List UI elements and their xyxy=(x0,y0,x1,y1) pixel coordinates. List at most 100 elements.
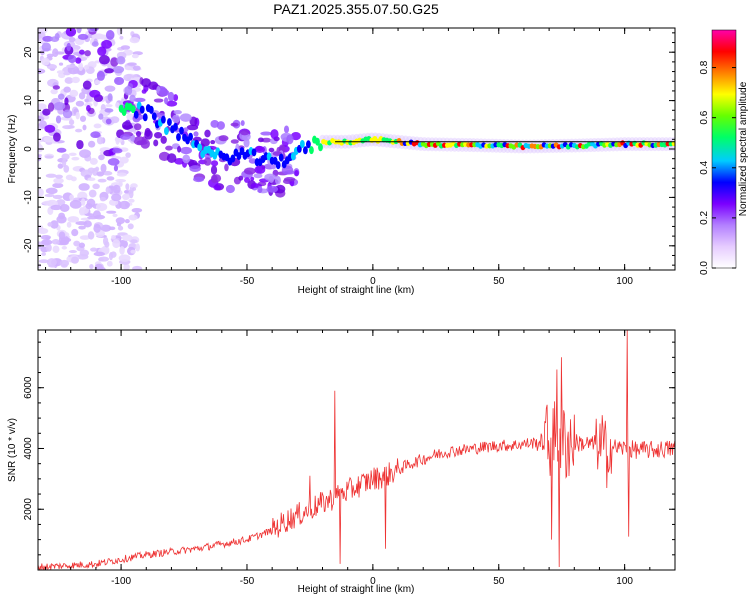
y-tick-label: 20 xyxy=(23,46,34,58)
spectral-blob xyxy=(52,194,63,200)
spectral-blob xyxy=(59,239,69,246)
spectral-blob xyxy=(275,184,286,194)
spectral-peak xyxy=(236,152,242,161)
spectral-blob xyxy=(39,120,47,129)
spectral-blob xyxy=(61,153,70,160)
spectral-peak xyxy=(151,112,157,121)
spectral-blob xyxy=(65,174,74,181)
colorbar-tick-label: 0.4 xyxy=(699,160,710,174)
spectral-blob xyxy=(92,183,100,190)
spectral-blob xyxy=(121,234,133,242)
spectral-blob xyxy=(75,100,85,107)
spectral-blob xyxy=(50,204,62,211)
x-tick-label: -100 xyxy=(111,276,131,287)
spectral-blob xyxy=(89,157,98,165)
spectral-blob xyxy=(94,60,101,64)
spectral-blob xyxy=(68,250,77,254)
colorbar-ticks: 0.0 0.2 0.4 0.6 0.8 xyxy=(699,60,736,275)
spectral-blob xyxy=(106,210,117,214)
spectral-blob xyxy=(179,113,192,122)
spectral-blob xyxy=(224,163,229,172)
spectral-blob xyxy=(81,23,89,28)
spectral-blob xyxy=(120,45,131,50)
spectral-blob xyxy=(76,139,84,150)
colorbar-gradient xyxy=(711,29,737,269)
spectral-blob xyxy=(112,65,125,74)
spectral-peak xyxy=(160,115,166,124)
spectral-blob xyxy=(58,62,64,66)
spectral-blob xyxy=(83,65,90,70)
spectral-blob xyxy=(97,178,107,183)
spectral-blob xyxy=(113,164,119,172)
spectral-peak xyxy=(173,122,178,131)
spectral-blob xyxy=(125,183,130,190)
spectral-blob xyxy=(93,123,102,129)
spectral-blob xyxy=(118,180,123,188)
spectral-blob xyxy=(75,111,80,120)
spectral-blob xyxy=(115,217,126,225)
spectral-blob xyxy=(141,78,152,88)
spectral-peak xyxy=(278,153,284,162)
spectral-blob xyxy=(71,256,79,264)
spectral-blob xyxy=(118,200,131,210)
spectral-blob xyxy=(114,76,125,86)
spectral-blob xyxy=(261,137,272,143)
spectral-peak xyxy=(306,140,311,149)
spectral-blob xyxy=(41,57,50,66)
spectral-blob xyxy=(57,93,65,100)
spectral-blob xyxy=(38,154,42,162)
spectral-blob xyxy=(153,98,164,103)
spectral-blob xyxy=(38,116,45,122)
spectral-blob xyxy=(257,137,264,143)
spectral-blob xyxy=(42,108,51,116)
spectral-blob xyxy=(250,176,255,181)
spectral-blob xyxy=(62,158,67,168)
spectral-blob xyxy=(66,221,72,228)
spectral-blob xyxy=(66,42,71,52)
spectral-blob xyxy=(64,97,69,106)
spectral-blob xyxy=(216,121,225,130)
spectral-peak xyxy=(130,105,136,114)
spectral-peak xyxy=(142,113,148,122)
spectral-blob xyxy=(53,177,64,184)
spectral-blob xyxy=(129,239,138,244)
spectral-blob xyxy=(41,239,53,246)
spectral-blob xyxy=(43,136,55,143)
spectral-blob xyxy=(63,86,71,93)
spectral-blob xyxy=(106,176,115,181)
spectral-blob xyxy=(129,94,136,103)
spectral-blob xyxy=(132,65,141,71)
spectral-blob xyxy=(189,165,201,172)
spectral-blob xyxy=(82,80,92,90)
spectral-blob xyxy=(47,222,53,227)
spectral-blob xyxy=(95,166,100,172)
spectral-blob xyxy=(283,125,290,134)
spectral-blob xyxy=(77,33,89,40)
spectral-blob xyxy=(126,113,134,121)
colorbar-tick-label: 0.2 xyxy=(699,211,710,225)
spectral-blob xyxy=(79,249,90,257)
spectral-blob xyxy=(183,127,189,133)
spectral-blob xyxy=(166,153,177,163)
spectral-blob xyxy=(98,113,104,120)
spectral-blob xyxy=(104,241,110,248)
spectral-blob xyxy=(193,131,199,137)
spectral-blob xyxy=(174,158,185,165)
spectral-blob xyxy=(189,116,198,127)
spectral-blob xyxy=(244,177,251,183)
spectral-blob xyxy=(240,120,245,126)
spectral-blob xyxy=(99,197,107,202)
spectral-blob xyxy=(79,115,87,122)
colorbar-tick-label: 0.0 xyxy=(699,261,710,275)
spectral-blob xyxy=(255,145,264,152)
y-tick-label: -20 xyxy=(23,238,34,253)
spectral-blob xyxy=(127,128,137,133)
spectral-blob xyxy=(38,224,44,231)
spectral-blob xyxy=(122,121,132,130)
spectral-blob xyxy=(264,173,276,181)
spectral-blob xyxy=(90,247,98,252)
spectral-blob xyxy=(165,145,173,151)
spectral-blob xyxy=(52,85,60,90)
spectral-blob xyxy=(240,129,250,136)
